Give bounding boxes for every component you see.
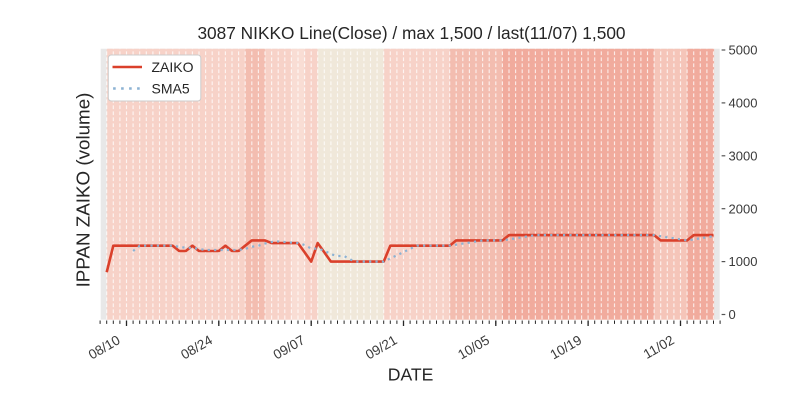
svg-text:IPPAN ZAIKO (volume): IPPAN ZAIKO (volume) [73, 93, 94, 288]
svg-text:3087 NIKKO Line(Close) / max 1: 3087 NIKKO Line(Close) / max 1,500 / las… [197, 23, 625, 43]
svg-text:2000: 2000 [729, 201, 758, 216]
svg-text:5000: 5000 [729, 43, 758, 58]
svg-text:ZAIKO: ZAIKO [152, 59, 194, 75]
svg-text:4000: 4000 [729, 96, 758, 111]
svg-text:DATE: DATE [388, 365, 434, 385]
svg-text:1000: 1000 [729, 254, 758, 269]
svg-text:SMA5: SMA5 [152, 81, 190, 97]
svg-text:0: 0 [729, 307, 736, 322]
svg-text:3000: 3000 [729, 148, 758, 163]
